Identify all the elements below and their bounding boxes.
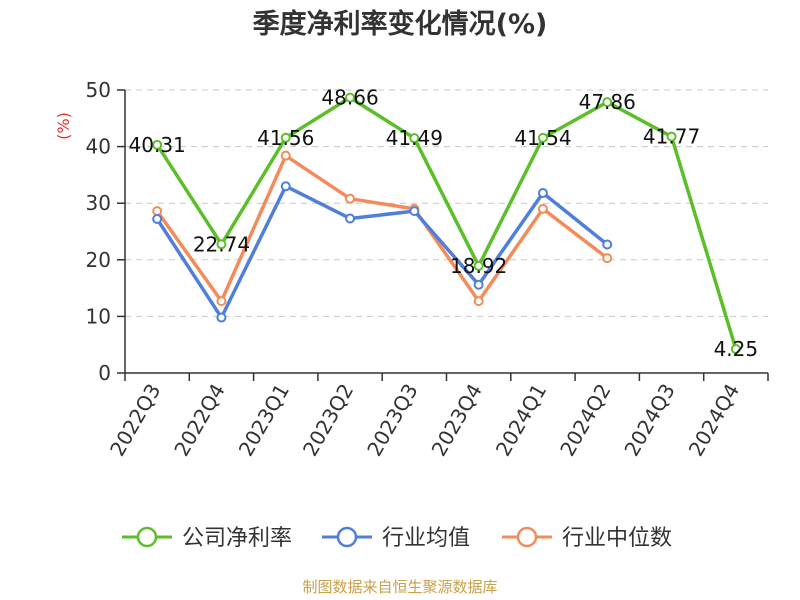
data-point — [345, 92, 356, 103]
data-point — [152, 214, 163, 225]
data-point — [345, 213, 356, 224]
data-point — [409, 133, 420, 144]
data-point — [602, 253, 613, 264]
data-point — [216, 312, 227, 323]
x-tick-label: 2024Q1 — [491, 380, 551, 461]
legend-label: 公司净利率 — [182, 526, 292, 551]
data-label: 48.66 — [321, 86, 378, 110]
x-tick-label: 2022Q4 — [169, 380, 229, 461]
series-line — [155, 153, 609, 303]
data-label: 18.92 — [450, 254, 507, 278]
data-point — [602, 239, 613, 250]
y-axis-label: (%) — [54, 112, 73, 140]
data-label: 41.54 — [514, 126, 571, 150]
y-tick-label: 50 — [86, 78, 111, 102]
data-point — [473, 279, 484, 290]
series-0 — [152, 92, 741, 354]
data-label: 47.86 — [579, 90, 636, 114]
data-point — [409, 206, 420, 217]
data-label: 4.25 — [714, 337, 759, 361]
data-point — [280, 150, 291, 161]
legend-marker — [136, 526, 158, 548]
x-tick-label: 2024Q4 — [684, 380, 744, 461]
series-1 — [152, 181, 613, 323]
data-point — [280, 132, 291, 143]
data-point — [345, 193, 356, 204]
data-label: 41.49 — [386, 126, 443, 150]
data-point — [602, 97, 613, 108]
data-point — [216, 239, 227, 250]
data-point — [537, 188, 548, 199]
data-point — [537, 203, 548, 214]
legend-marker — [336, 526, 358, 548]
source-caption: 制图数据来自恒生聚源数据库 — [302, 578, 497, 596]
chart-title: 季度净利率变化情况(%) — [253, 8, 548, 40]
data-point — [537, 132, 548, 143]
data-point — [152, 206, 163, 217]
data-label: 41.77 — [643, 125, 700, 149]
x-tick-label: 2023Q4 — [427, 380, 487, 461]
data-point — [473, 260, 484, 271]
x-tick-label: 2023Q2 — [298, 380, 358, 461]
y-tick-label: 0 — [98, 361, 111, 385]
data-point — [152, 139, 163, 150]
x-tick-label: 2024Q2 — [555, 380, 615, 461]
x-tick-label: 2024Q3 — [619, 380, 679, 461]
series-line — [155, 95, 738, 350]
legend-label: 行业中位数 — [562, 526, 672, 551]
x-tick-label: 2022Q3 — [105, 380, 165, 461]
legend: 公司净利率 行业均值 行业中位数 — [122, 526, 672, 551]
data-point — [473, 296, 484, 307]
data-label: 41.56 — [257, 126, 314, 150]
series-2 — [152, 150, 613, 307]
legend-marker — [516, 526, 538, 548]
y-tick-label: 30 — [86, 191, 111, 215]
series-layer — [152, 92, 741, 354]
x-tick-label: 2023Q1 — [234, 380, 294, 461]
data-point — [216, 296, 227, 307]
data-point — [280, 181, 291, 192]
data-label-layer: 40.31 22.74 41.56 48.66 41.49 18.92 41.54 47.86… — [129, 86, 759, 361]
data-point — [730, 343, 741, 354]
legend-item[interactable]: 行业中位数 — [502, 526, 672, 551]
data-label: 40.31 — [129, 133, 186, 157]
legend-label: 行业均值 — [382, 526, 470, 551]
x-tick-label: 2023Q3 — [362, 380, 422, 461]
y-tick-label: 10 — [86, 304, 111, 328]
y-tick-label: 20 — [86, 248, 111, 272]
data-point — [666, 131, 677, 142]
legend-item[interactable]: 行业均值 — [322, 526, 470, 551]
legend-item[interactable]: 公司净利率 — [122, 526, 292, 551]
series-line — [155, 184, 609, 320]
y-tick-label: 40 — [86, 135, 111, 159]
data-label: 22.74 — [193, 232, 250, 256]
